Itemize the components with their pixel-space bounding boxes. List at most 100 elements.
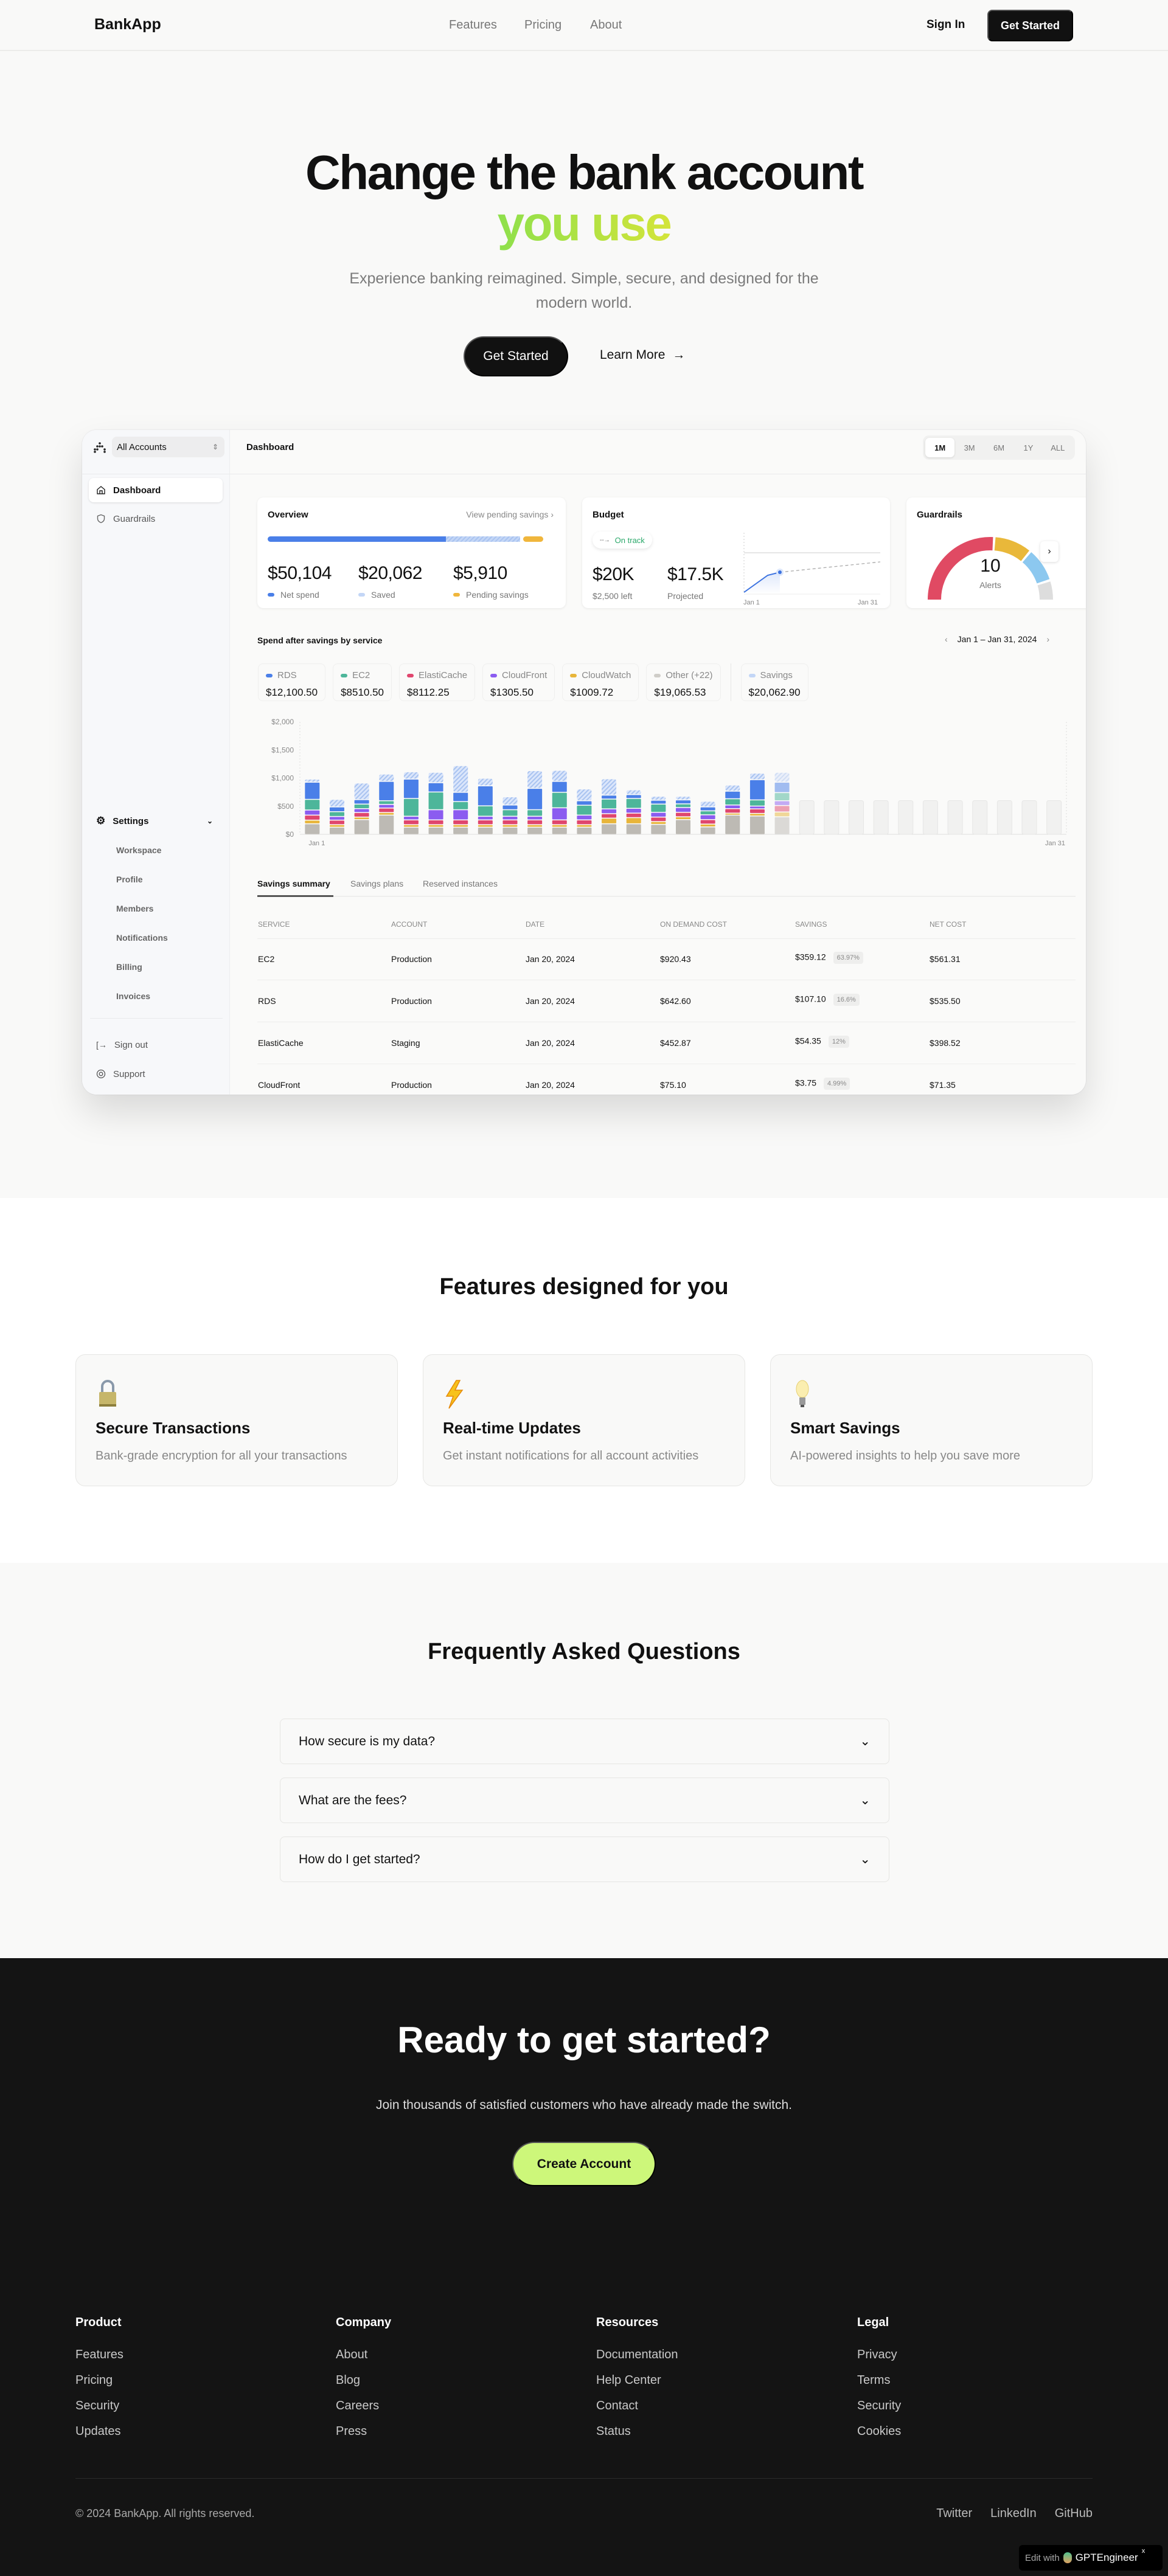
- day-bar[interactable]: [651, 797, 666, 834]
- footer-link[interactable]: Press: [336, 2425, 367, 2438]
- footer-link[interactable]: Security: [857, 2399, 902, 2412]
- day-bar[interactable]: [1046, 800, 1062, 835]
- logo[interactable]: BankApp: [94, 16, 161, 33]
- day-bar[interactable]: [626, 790, 641, 834]
- range-6m[interactable]: 6M: [993, 443, 1005, 452]
- twitter-link[interactable]: Twitter: [936, 2507, 973, 2520]
- day-bar[interactable]: [676, 797, 690, 834]
- day-bar[interactable]: [799, 800, 815, 835]
- footer-link[interactable]: Security: [75, 2399, 120, 2412]
- tab-reserved-instances[interactable]: Reserved instances: [423, 879, 498, 888]
- day-bar[interactable]: [379, 774, 394, 834]
- create-account-button[interactable]: Create Account: [512, 2142, 656, 2186]
- faq-item[interactable]: How secure is my data? ⌄: [280, 1719, 889, 1764]
- day-bar[interactable]: [403, 772, 419, 834]
- sidebar-item-sign-out[interactable]: [→ Sign out: [89, 1033, 223, 1057]
- nav-link-pricing[interactable]: Pricing: [524, 18, 562, 32]
- footer-link[interactable]: Terms: [857, 2373, 891, 2387]
- footer-link[interactable]: Documentation: [596, 2348, 678, 2361]
- column-header-account[interactable]: ACCOUNT: [391, 920, 428, 929]
- day-bar[interactable]: [428, 772, 443, 834]
- sidebar-subitem-profile[interactable]: Profile: [116, 874, 143, 884]
- day-bar[interactable]: [996, 800, 1012, 835]
- sidebar-subitem-workspace[interactable]: Workspace: [116, 845, 162, 855]
- sidebar-item-guardrails[interactable]: Guardrails: [89, 507, 223, 531]
- day-bar[interactable]: [305, 779, 320, 834]
- footer-link[interactable]: About: [336, 2348, 368, 2361]
- range-1m[interactable]: 1M: [925, 438, 955, 457]
- sidebar-subitem-billing[interactable]: Billing: [116, 962, 142, 972]
- nav-link-about[interactable]: About: [590, 18, 622, 32]
- footer-link[interactable]: Help Center: [596, 2373, 661, 2387]
- github-link[interactable]: GitHub: [1054, 2507, 1093, 2520]
- footer-link[interactable]: Features: [75, 2348, 123, 2361]
- sidebar-item-settings[interactable]: ⚙ Settings ⌄: [89, 809, 223, 833]
- sidebar-subitem-members[interactable]: Members: [116, 904, 154, 913]
- legend-savings[interactable]: Savings $20,062.90: [740, 663, 808, 701]
- day-bar[interactable]: [898, 800, 914, 835]
- sidebar-subitem-invoices[interactable]: Invoices: [116, 991, 151, 1001]
- day-bar[interactable]: [849, 800, 864, 835]
- gpt-engineer-badge[interactable]: Edit with GPTEngineer x: [1019, 2545, 1163, 2571]
- column-header-date[interactable]: DATE: [526, 920, 545, 929]
- day-bar[interactable]: [774, 772, 790, 834]
- hero-get-started-button[interactable]: Get Started: [464, 336, 568, 376]
- sidebar-subitem-notifications[interactable]: Notifications: [116, 933, 168, 943]
- legend-ec2[interactable]: EC2 $8510.50: [333, 663, 392, 701]
- column-header-net-cost[interactable]: NET COST: [930, 920, 967, 929]
- faq-item[interactable]: What are the fees? ⌄: [280, 1778, 889, 1823]
- day-bar[interactable]: [329, 800, 344, 834]
- linkedin-link[interactable]: LinkedIn: [990, 2507, 1037, 2520]
- range-3m[interactable]: 3M: [964, 443, 975, 452]
- column-header-savings[interactable]: SAVINGS: [795, 920, 827, 929]
- day-bar[interactable]: [453, 766, 468, 834]
- day-bar[interactable]: [577, 789, 592, 834]
- nav-link-features[interactable]: Features: [449, 18, 497, 32]
- footer-link[interactable]: Careers: [336, 2399, 380, 2412]
- sidebar-item-dashboard[interactable]: Dashboard: [89, 478, 223, 502]
- next-button[interactable]: ›: [1040, 541, 1058, 562]
- footer-link[interactable]: Status: [596, 2425, 631, 2438]
- legend-elasticache[interactable]: ElastiCache $8112.25: [399, 663, 476, 701]
- day-bar[interactable]: [552, 770, 567, 834]
- view-pending-savings-link[interactable]: View pending savings ›: [466, 510, 554, 519]
- day-bar[interactable]: [1021, 800, 1037, 835]
- day-bar[interactable]: [947, 800, 963, 835]
- footer-link[interactable]: Privacy: [857, 2348, 897, 2361]
- legend-cloudwatch[interactable]: CloudWatch $1009.72: [562, 663, 639, 701]
- day-bar[interactable]: [527, 771, 543, 834]
- day-bar[interactable]: [354, 783, 369, 834]
- day-bar[interactable]: [700, 802, 715, 834]
- day-bar[interactable]: [502, 797, 518, 834]
- sign-in-link[interactable]: Sign In: [926, 18, 965, 31]
- get-started-button[interactable]: Get Started: [987, 10, 1073, 41]
- footer-link[interactable]: Blog: [336, 2373, 361, 2387]
- close-icon[interactable]: x: [1141, 2547, 1145, 2555]
- legend-cloudfront[interactable]: CloudFront $1305.50: [482, 663, 555, 701]
- tab-savings-summary[interactable]: Savings summary: [257, 879, 330, 888]
- footer-link[interactable]: Pricing: [75, 2373, 113, 2387]
- legend-rds[interactable]: RDS $12,100.50: [258, 663, 326, 701]
- day-bar[interactable]: [922, 800, 938, 835]
- range-all[interactable]: ALL: [1051, 443, 1065, 452]
- column-header-on-demand-cost[interactable]: ON DEMAND COST: [660, 920, 728, 929]
- tab-savings-plans[interactable]: Savings plans: [350, 879, 404, 888]
- day-bar[interactable]: [873, 800, 889, 835]
- range-1y[interactable]: 1Y: [1023, 443, 1034, 452]
- day-bar[interactable]: [749, 774, 765, 834]
- account-select[interactable]: All Accounts ⇕: [112, 437, 224, 457]
- day-bar[interactable]: [824, 800, 839, 835]
- day-bar[interactable]: [972, 800, 988, 835]
- day-bar[interactable]: [602, 779, 617, 834]
- footer-link[interactable]: Updates: [75, 2425, 121, 2438]
- sidebar-item-support[interactable]: Support: [89, 1062, 223, 1086]
- footer-link[interactable]: Contact: [596, 2399, 638, 2412]
- day-bar[interactable]: [478, 778, 493, 834]
- learn-more-link[interactable]: Learn More →: [600, 348, 685, 362]
- faq-item[interactable]: How do I get started? ⌄: [280, 1837, 889, 1882]
- day-bar[interactable]: [725, 785, 740, 834]
- footer-link[interactable]: Cookies: [857, 2425, 902, 2438]
- legend-other[interactable]: Other (+22) $19,065.53: [646, 663, 721, 701]
- chevron-right-icon[interactable]: ›: [1046, 634, 1050, 644]
- column-header-service[interactable]: SERVICE: [258, 920, 290, 929]
